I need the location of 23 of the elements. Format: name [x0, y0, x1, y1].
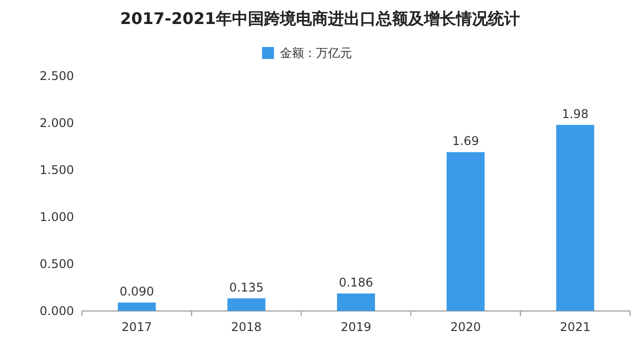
y-tick-label: 2.500 [40, 69, 74, 83]
bar [337, 294, 375, 311]
x-tick-label: 2018 [231, 320, 262, 334]
y-tick-label: 1.000 [40, 210, 74, 224]
y-tick-label: 2.000 [40, 116, 74, 130]
bar [446, 152, 485, 311]
x-tick-label: 2017 [122, 320, 152, 334]
x-tick-label: 2019 [340, 320, 372, 334]
y-tick-label: 0.000 [40, 304, 74, 318]
x-tick-label: 2020 [450, 320, 481, 334]
data-label: 1.98 [562, 106, 589, 121]
chart-title: 2017-2021年中国跨境电商进出口总额及增长情况统计 [120, 9, 520, 28]
bar [227, 298, 266, 311]
data-label: 0.135 [229, 280, 264, 294]
x-tick-label: 2021 [560, 320, 590, 334]
y-tick-label: 0.500 [40, 257, 74, 271]
data-label: 0.186 [338, 276, 374, 290]
y-tick-label: 1.500 [40, 163, 74, 177]
legend-label: 金额：万亿元 [280, 46, 352, 60]
data-label: 1.69 [452, 134, 479, 148]
bar [556, 124, 594, 311]
data-label: 0.090 [120, 284, 154, 299]
bar [118, 302, 156, 311]
